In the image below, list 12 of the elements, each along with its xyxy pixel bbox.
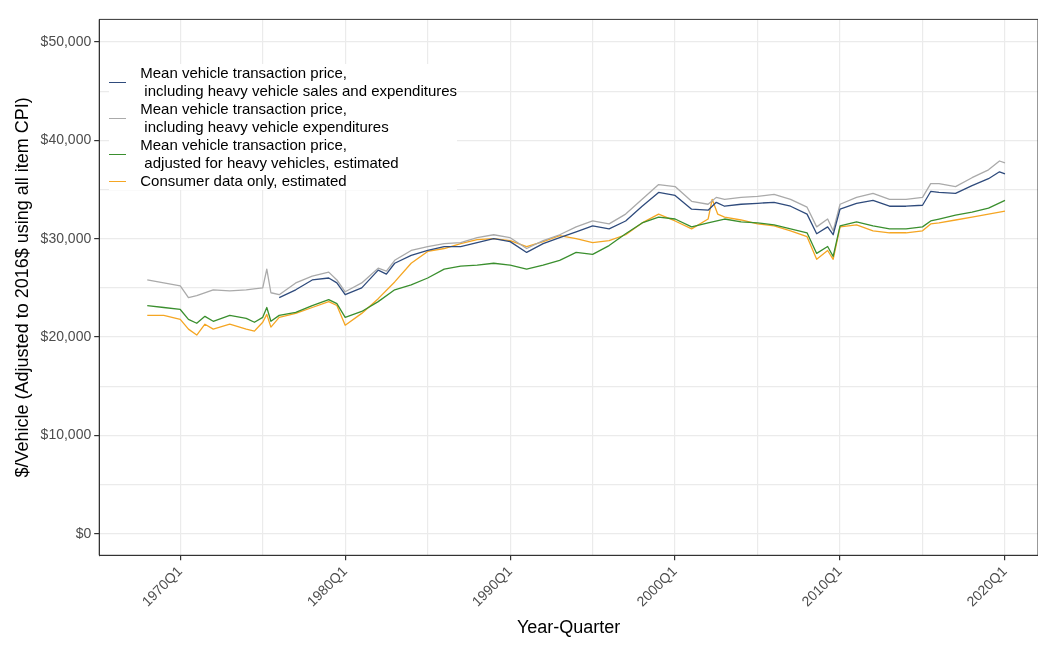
y-tick-label: $40,000	[40, 131, 92, 148]
legend-label: Mean vehicle transaction price, adjusted for heavy vehicles, estimated	[140, 136, 399, 173]
y-tick-label: $30,000	[40, 229, 92, 246]
y-tick-label: $0	[75, 524, 92, 541]
y-tick-label: $20,000	[40, 327, 92, 344]
y-tick-label: $10,000	[40, 426, 92, 443]
legend-label: Mean vehicle transaction price, including heavy vehicle expenditures	[140, 100, 389, 137]
x-axis-title: Year-Quarter	[516, 617, 621, 638]
y-axis-title: $/Vehicle (Adjusted to 2016$ using all item CPI)	[11, 97, 32, 478]
y-tick-label: $50,000	[40, 32, 92, 49]
legend-label: Mean vehicle transaction price, including heavy vehicle sales and expenditures	[140, 64, 458, 101]
legend-label: Consumer data only, estimated	[140, 172, 347, 191]
